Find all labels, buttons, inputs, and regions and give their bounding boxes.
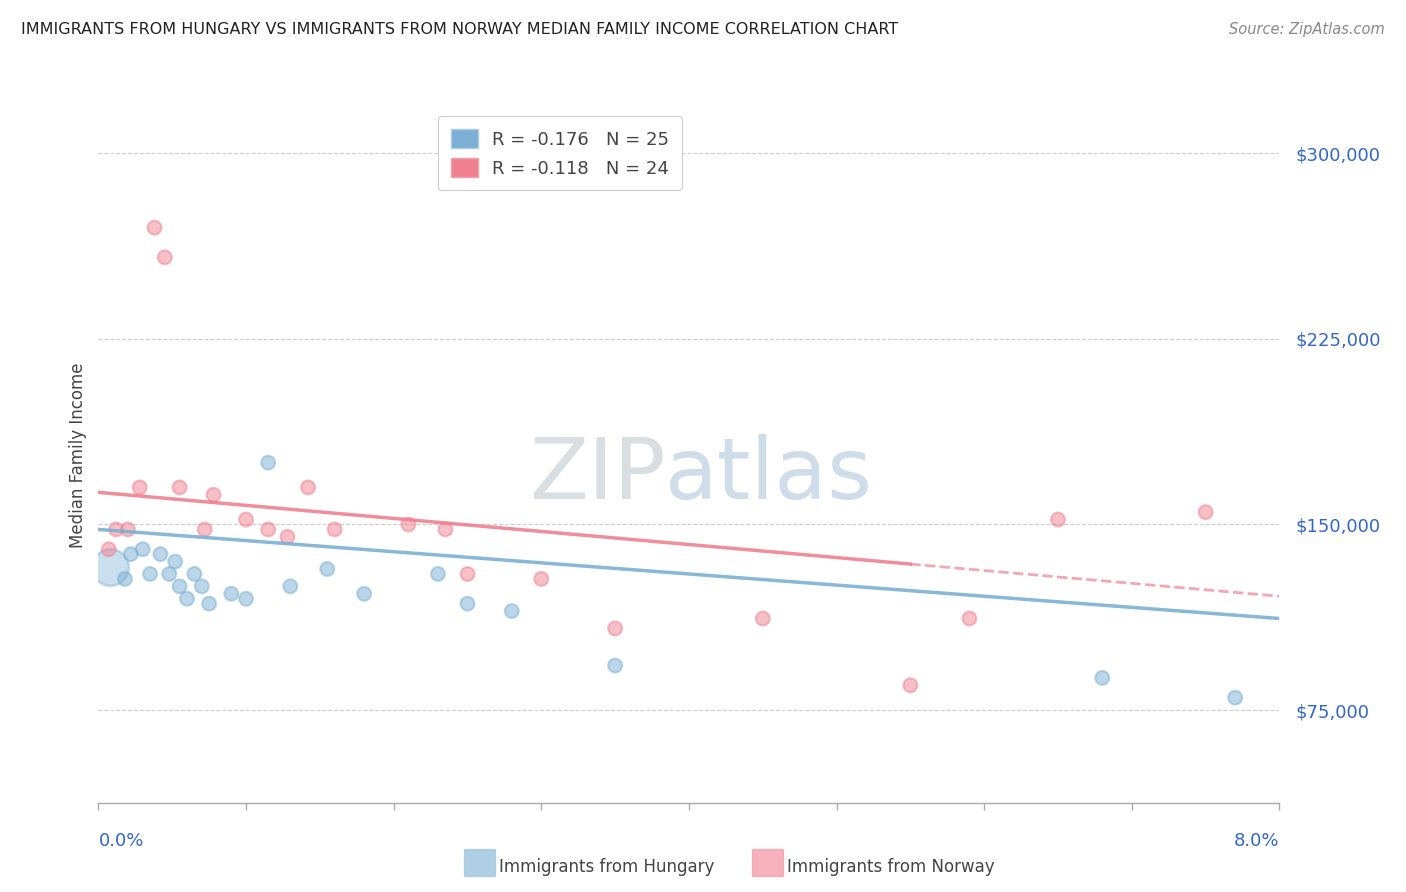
Point xyxy=(257,456,280,470)
Point xyxy=(1194,505,1216,519)
Point xyxy=(434,523,457,537)
Point xyxy=(323,523,346,537)
Point xyxy=(117,523,139,537)
Point xyxy=(194,523,217,537)
Point xyxy=(1046,512,1069,526)
Point xyxy=(278,579,301,593)
Point xyxy=(190,579,214,593)
Point xyxy=(1223,690,1246,705)
Text: IMMIGRANTS FROM HUNGARY VS IMMIGRANTS FROM NORWAY MEDIAN FAMILY INCOME CORRELATI: IMMIGRANTS FROM HUNGARY VS IMMIGRANTS FR… xyxy=(21,22,898,37)
Point xyxy=(605,658,627,673)
Point xyxy=(114,572,136,586)
Point xyxy=(235,591,257,606)
Point xyxy=(530,572,553,586)
Y-axis label: Median Family Income: Median Family Income xyxy=(69,362,87,548)
Point xyxy=(297,480,319,494)
Point xyxy=(1091,671,1114,685)
Point xyxy=(98,559,121,574)
Point xyxy=(898,678,921,692)
Point xyxy=(128,480,150,494)
Text: 0.0%: 0.0% xyxy=(98,832,143,850)
Point xyxy=(426,566,449,581)
Point xyxy=(132,542,155,557)
Point xyxy=(219,587,242,601)
Point xyxy=(257,523,280,537)
Point xyxy=(143,220,166,235)
Point xyxy=(202,488,225,502)
Point xyxy=(316,562,339,576)
Point xyxy=(198,597,221,611)
Point xyxy=(456,597,478,611)
Point xyxy=(235,512,257,526)
Legend: R = -0.176   N = 25, R = -0.118   N = 24: R = -0.176 N = 25, R = -0.118 N = 24 xyxy=(439,116,682,190)
Point xyxy=(139,566,162,581)
Text: ZIP: ZIP xyxy=(529,434,665,517)
Point xyxy=(157,566,180,581)
Text: 8.0%: 8.0% xyxy=(1234,832,1279,850)
Point xyxy=(149,547,172,561)
Point xyxy=(605,621,627,635)
Point xyxy=(959,611,981,625)
Point xyxy=(353,587,375,601)
Text: atlas: atlas xyxy=(665,434,873,517)
Point xyxy=(105,523,128,537)
Point xyxy=(183,566,205,581)
Text: Immigrants from Norway: Immigrants from Norway xyxy=(787,858,995,876)
Text: Immigrants from Hungary: Immigrants from Hungary xyxy=(499,858,714,876)
Point xyxy=(165,555,187,569)
Point xyxy=(176,591,198,606)
Point xyxy=(169,480,191,494)
Point xyxy=(276,530,298,544)
Point xyxy=(169,579,191,593)
Point xyxy=(751,611,773,625)
Point xyxy=(120,547,142,561)
Point xyxy=(97,542,120,557)
Point xyxy=(456,566,478,581)
Text: Source: ZipAtlas.com: Source: ZipAtlas.com xyxy=(1229,22,1385,37)
Point xyxy=(501,604,523,618)
Point xyxy=(396,517,419,532)
Point xyxy=(153,250,176,264)
